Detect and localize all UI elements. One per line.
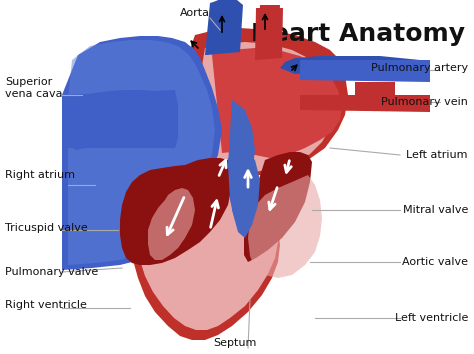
- Text: Pulmonary artery: Pulmonary artery: [371, 63, 468, 73]
- Text: Left atrium: Left atrium: [407, 150, 468, 160]
- Text: Aortic valve: Aortic valve: [402, 257, 468, 267]
- Text: Right atrium: Right atrium: [5, 170, 75, 180]
- Polygon shape: [148, 188, 195, 260]
- Polygon shape: [244, 152, 312, 262]
- Text: Pulmonary valve: Pulmonary valve: [5, 267, 98, 277]
- Polygon shape: [135, 42, 334, 330]
- Polygon shape: [210, 0, 235, 30]
- Text: Tricuspid valve: Tricuspid valve: [5, 223, 88, 233]
- Polygon shape: [62, 36, 222, 270]
- Text: Left ventricle: Left ventricle: [395, 313, 468, 323]
- Polygon shape: [62, 90, 178, 150]
- Text: Septum: Septum: [213, 338, 257, 348]
- Text: Mitral valve: Mitral valve: [402, 205, 468, 215]
- Polygon shape: [210, 48, 342, 158]
- Text: Superior
vena cava: Superior vena cava: [5, 77, 63, 99]
- Polygon shape: [120, 158, 232, 265]
- Polygon shape: [255, 8, 283, 60]
- Polygon shape: [355, 82, 395, 96]
- Polygon shape: [228, 100, 255, 220]
- Polygon shape: [280, 56, 420, 78]
- Text: Heart Anatomy: Heart Anatomy: [251, 22, 465, 46]
- Text: Aorta: Aorta: [180, 8, 210, 18]
- Text: Right ventricle: Right ventricle: [5, 300, 87, 310]
- Polygon shape: [248, 175, 322, 278]
- Polygon shape: [300, 60, 430, 82]
- Polygon shape: [228, 155, 260, 238]
- Polygon shape: [258, 5, 280, 52]
- Polygon shape: [68, 40, 215, 265]
- Polygon shape: [300, 95, 430, 112]
- Polygon shape: [127, 28, 348, 340]
- Polygon shape: [205, 0, 243, 55]
- Polygon shape: [62, 90, 178, 148]
- Text: Pulmonary vein: Pulmonary vein: [381, 97, 468, 107]
